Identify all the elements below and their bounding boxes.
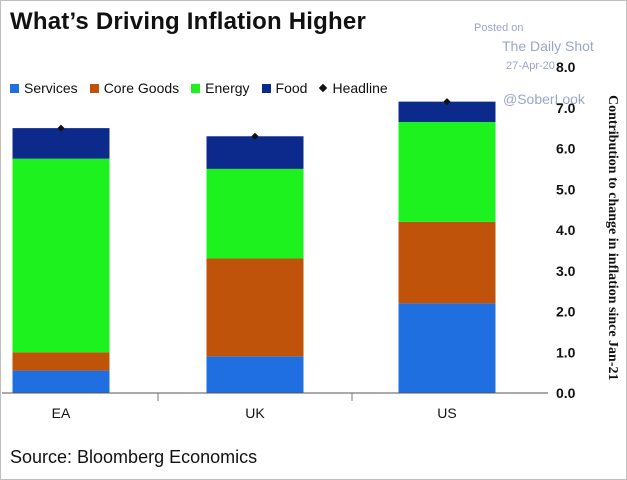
bar-uk-energy — [206, 168, 304, 259]
y-tick-label-4: 4.0 — [556, 222, 576, 238]
y-tick-label-6: 6.0 — [556, 141, 576, 157]
legend-item-headline: Headline — [319, 80, 388, 96]
chart-legend: Services Core Goods Energy Food Headline — [10, 80, 400, 96]
source-note: Source: Bloomberg Economics — [10, 447, 258, 467]
bar-us-food — [398, 101, 496, 123]
bar-uk-core-goods — [206, 258, 304, 357]
watermark-date: 27-Apr-20 — [506, 60, 555, 72]
legend-label-food: Food — [275, 80, 308, 96]
legend-label-headline: Headline — [332, 80, 388, 96]
bar-ea-core-goods — [12, 352, 110, 371]
watermark-handle: @SoberLook — [503, 91, 585, 107]
legend-swatch-food — [261, 83, 271, 93]
bar-us-core-goods — [398, 221, 496, 304]
chart-title: What’s Driving Inflation Higher — [10, 8, 366, 35]
x-tick-label-ea: EA — [52, 405, 71, 421]
legend-label-energy: Energy — [205, 80, 250, 96]
bar-us-services — [398, 303, 496, 393]
x-tick-label-us: US — [437, 405, 456, 421]
legend-label-services: Services — [24, 80, 78, 96]
headline-marker-uk — [251, 132, 259, 140]
legend-swatch-energy — [191, 83, 201, 93]
watermark-source-name: The Daily Shot — [502, 38, 594, 54]
y-tick-label-3: 3.0 — [556, 263, 576, 279]
bar-uk-food — [206, 136, 304, 169]
y-tick-label-7: 7.0 — [556, 100, 576, 116]
bar-uk-services — [206, 356, 304, 393]
y-tick-label-0: 0.0 — [556, 385, 576, 401]
legend-item-core-goods: Core Goods — [89, 80, 180, 96]
headline-marker-ea — [57, 124, 65, 132]
legend-item-services: Services — [10, 80, 78, 96]
bar-us-energy — [398, 122, 496, 222]
bar-ea-services — [12, 370, 110, 393]
legend-swatch-core-goods — [89, 83, 99, 93]
legend-item-food: Food — [261, 80, 308, 96]
legend-label-core-goods: Core Goods — [103, 80, 180, 96]
legend-item-energy: Energy — [191, 80, 250, 96]
y-axis-label: Contribution to change in inflation sinc… — [605, 95, 620, 381]
y-tick-label-5: 5.0 — [556, 181, 576, 197]
watermark-posted: Posted on — [474, 22, 524, 34]
y-tick-label-2: 2.0 — [556, 304, 576, 320]
y-tick-label-8: 8.0 — [556, 59, 576, 75]
bar-ea-food — [12, 128, 110, 159]
headline-marker-us — [443, 98, 451, 106]
x-tick-label-uk: UK — [245, 405, 265, 421]
legend-swatch-services — [10, 83, 19, 93]
bar-ea-energy — [12, 158, 110, 353]
y-tick-label-1: 1.0 — [556, 344, 576, 360]
